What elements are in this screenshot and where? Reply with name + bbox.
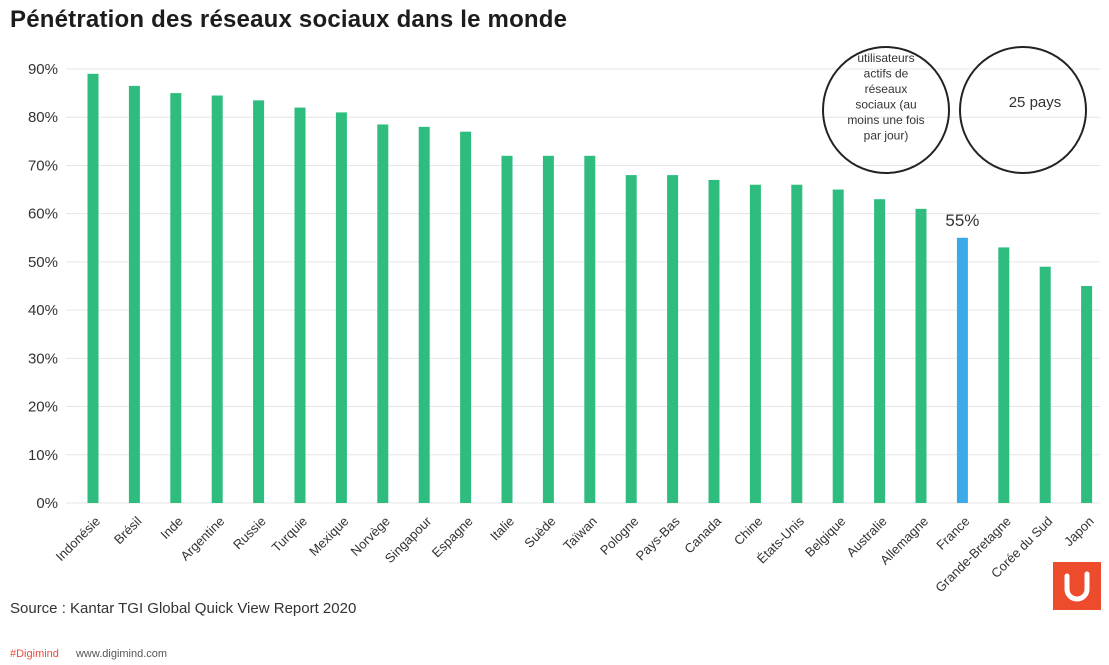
- bar-br-sil: [128, 85, 140, 503]
- chart-title: Pénétration des réseaux sociaux dans le …: [10, 6, 568, 33]
- bar-japon: [1081, 286, 1093, 503]
- bar-su-de: [542, 155, 554, 504]
- bar-australie: [874, 199, 886, 503]
- bar-turquie: [294, 107, 306, 504]
- y-tick-label: 30%: [28, 350, 58, 367]
- left-circle-line: actifs de: [864, 67, 909, 81]
- bar-inde: [170, 93, 182, 503]
- y-tick-label: 70%: [28, 157, 58, 174]
- y-tick-label: 60%: [28, 206, 58, 223]
- x-tick-label: Brésil: [111, 513, 145, 547]
- bar-belgique: [832, 189, 844, 504]
- x-tick-label: Suède: [521, 514, 558, 551]
- left-circle-line: moins une fois: [847, 113, 924, 127]
- bar--tats-unis: [791, 184, 803, 503]
- x-tick-label: Chine: [731, 514, 766, 549]
- bar-france: [956, 237, 968, 503]
- x-tick-label: Argentine: [177, 514, 227, 564]
- bar-singapour: [418, 126, 430, 503]
- y-tick-label: 50%: [28, 254, 58, 271]
- left-circle-line: utilisateurs: [857, 51, 914, 65]
- x-tick-label: Inde: [157, 514, 186, 543]
- bar-chart: 0%10%20%30%40%50%60%70%80%90% Indonésie B…: [28, 46, 1100, 595]
- bar-italie: [501, 155, 513, 504]
- x-tick-label: Taïwan: [560, 514, 600, 554]
- digimind-logo-icon: [1053, 562, 1101, 610]
- left-circle-line: par jour): [864, 129, 909, 143]
- bar-russie: [253, 100, 265, 503]
- x-tick-label: Belgique: [802, 514, 848, 560]
- bars: [87, 73, 1093, 504]
- bar-espagne: [460, 131, 472, 503]
- footer: #Digimind www.digimind.com: [10, 648, 167, 660]
- bar-pologne: [625, 175, 637, 504]
- bar-mexique: [335, 112, 347, 504]
- bar-argentine: [211, 95, 223, 504]
- bar-pays-bas: [667, 175, 679, 504]
- bar-ta-wan: [584, 155, 596, 504]
- x-tick-label: Pays-Bas: [633, 513, 683, 563]
- bar-allemagne: [915, 208, 927, 503]
- y-tick-label: 10%: [28, 447, 58, 464]
- x-tick-label: France: [933, 514, 972, 553]
- bar-canada: [708, 179, 720, 503]
- y-axis-tick-labels: 0% 10% 20% 30% 40% 50% 60% 70% 80% 90%: [28, 61, 58, 512]
- y-tick-label: 40%: [28, 302, 58, 319]
- bar-grande-bretagne: [998, 247, 1010, 503]
- x-tick-label: Italie: [487, 514, 517, 544]
- y-tick-label: 0%: [36, 495, 58, 512]
- y-tick-label: 90%: [28, 61, 58, 78]
- grid-lines: [66, 68, 1100, 504]
- left-circle: [822, 46, 950, 174]
- x-tick-label: Indonésie: [53, 514, 103, 564]
- footer-hashtag: #Digimind: [10, 648, 59, 660]
- bar-cor-e-du-sud: [1039, 266, 1051, 503]
- x-tick-label: Russie: [230, 514, 269, 553]
- footer-url: www.digimind.com: [75, 648, 168, 660]
- y-tick-label: 20%: [28, 399, 58, 416]
- x-tick-label: Espagne: [429, 514, 476, 561]
- right-circle: [959, 46, 1087, 174]
- source-note: Source : Kantar TGI Global Quick View Re…: [10, 600, 357, 617]
- x-tick-label: Turquie: [269, 514, 310, 555]
- france-value-label: 55%: [945, 211, 979, 230]
- bar-norv-ge: [377, 124, 389, 503]
- left-circle-line: réseaux: [865, 82, 908, 96]
- x-tick-label: Mexique: [306, 514, 351, 559]
- bar-chine: [749, 184, 761, 503]
- annotation-circles: utilisateurs actifs de réseaux sociaux (au m…: [822, 46, 1087, 174]
- x-tick-label: Canada: [681, 513, 724, 556]
- y-tick-label: 80%: [28, 109, 58, 126]
- bar-indon-sie: [87, 73, 99, 504]
- left-circle-line: sociaux (au: [855, 98, 916, 112]
- x-tick-label: Grande-Bretagne: [932, 514, 1014, 596]
- right-circle-text: 25 pays: [1009, 94, 1062, 111]
- left-circle-text: utilisateurs actifs de réseaux sociaux (au m…: [847, 51, 924, 143]
- x-tick-label: Japon: [1061, 514, 1097, 550]
